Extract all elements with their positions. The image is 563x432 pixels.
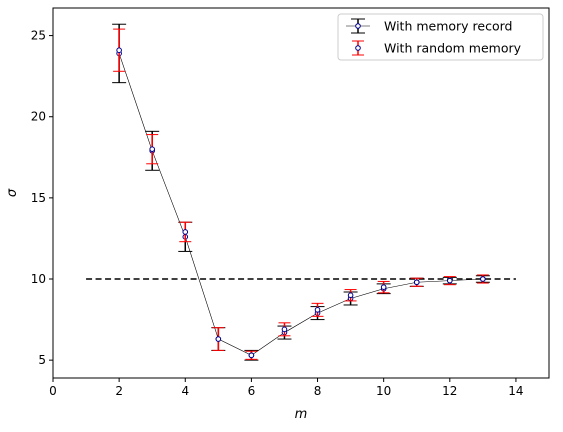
legend-marker bbox=[355, 23, 361, 29]
x-tick-label: 4 bbox=[181, 384, 189, 398]
y-tick-label: 15 bbox=[31, 191, 46, 205]
legend-entry-memory-record: With memory record bbox=[346, 18, 513, 34]
legend-label: With random memory bbox=[384, 41, 522, 56]
x-tick-label: 0 bbox=[49, 384, 57, 398]
data-point bbox=[182, 229, 189, 235]
x-tick-label: 2 bbox=[115, 384, 123, 398]
data-point bbox=[215, 336, 222, 342]
x-tick-label: 10 bbox=[376, 384, 391, 398]
legend: With memory record With random memory bbox=[337, 13, 544, 61]
data-point bbox=[380, 284, 387, 290]
y-tick-label: 5 bbox=[38, 353, 46, 367]
data-point bbox=[480, 276, 486, 282]
data-point bbox=[314, 307, 321, 313]
data-point bbox=[347, 292, 354, 299]
series-line bbox=[118, 53, 483, 356]
y-tick-label: 25 bbox=[31, 29, 46, 43]
x-axis: 0 2 4 6 8 10 12 14 bbox=[49, 378, 524, 398]
series-layer bbox=[112, 23, 490, 361]
data-point bbox=[281, 326, 288, 333]
y-axis: 5 10 15 20 25 bbox=[31, 29, 53, 367]
x-tick-label: 8 bbox=[314, 384, 322, 398]
legend-box bbox=[337, 13, 544, 61]
series-memory-record bbox=[112, 23, 490, 361]
x-tick-label: 6 bbox=[248, 384, 256, 398]
legend-marker bbox=[355, 45, 361, 51]
x-axis-label: m bbox=[295, 407, 308, 422]
data-point bbox=[149, 146, 155, 152]
data-point bbox=[447, 277, 453, 284]
series-random-memory bbox=[113, 28, 489, 360]
data-point bbox=[248, 352, 255, 359]
y-tick-label: 20 bbox=[31, 110, 46, 124]
y-tick-label: 10 bbox=[31, 272, 46, 286]
legend-label: With memory record bbox=[384, 19, 513, 34]
x-tick-label: 14 bbox=[508, 384, 523, 398]
legend-entry-random-memory: With random memory bbox=[352, 40, 522, 56]
y-axis-label: σ bbox=[5, 188, 20, 197]
data-point bbox=[116, 47, 122, 53]
x-tick-label: 12 bbox=[442, 384, 457, 398]
plot-frame bbox=[52, 7, 550, 379]
data-point bbox=[413, 279, 420, 286]
